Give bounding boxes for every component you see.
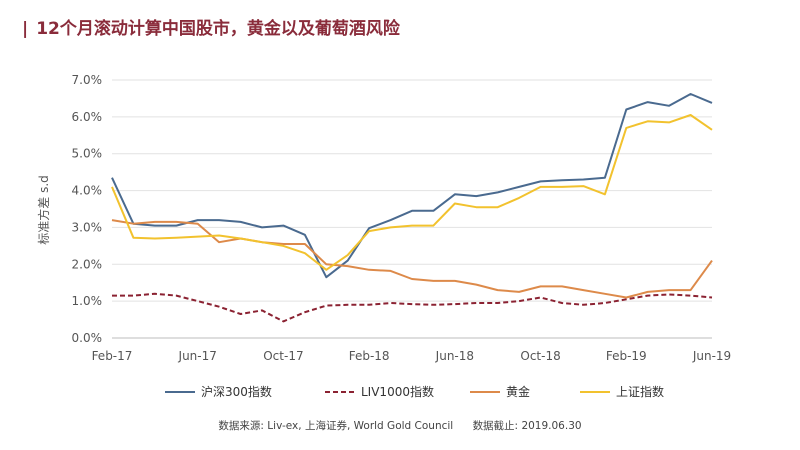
legend-item-3: 上证指数 bbox=[580, 383, 664, 401]
source-text: 数据来源: Liv-ex, 上海证券, World Gold Council bbox=[218, 420, 454, 432]
x-tick-label: Jun-18 bbox=[435, 349, 474, 363]
series-line-0 bbox=[111, 93, 713, 279]
y-tick-label: 0.0% bbox=[72, 331, 103, 345]
y-axis-ticks: 0.0% 1.0% 2.0% 3.0% 4.0% 5.0% 6.0% 7.0% bbox=[72, 73, 103, 345]
y-tick-label: 3.0% bbox=[72, 220, 103, 234]
series-line-1 bbox=[112, 292, 713, 323]
legend-item-1: LIV1000指数 bbox=[325, 383, 434, 401]
legend-item-0: 沪深300指数 bbox=[165, 383, 272, 401]
x-tick-label: Oct-17 bbox=[263, 349, 303, 363]
line-chart: 0.0% 1.0% 2.0% 3.0% 4.0% 5.0% 6.0% 7.0% Feb-17 J… bbox=[36, 73, 732, 363]
y-tick-label: 4.0% bbox=[72, 184, 103, 198]
y-tick-label: 5.0% bbox=[72, 147, 103, 161]
grid-lines bbox=[112, 79, 712, 339]
source-note: 数据来源: Liv-ex, 上海证券, World Gold Council 数… bbox=[0, 418, 800, 433]
y-tick-label: 1.0% bbox=[72, 294, 103, 308]
series-line-3 bbox=[111, 114, 713, 271]
legend-label: 上证指数 bbox=[616, 385, 665, 399]
x-tick-label: Feb-17 bbox=[92, 349, 133, 363]
title-pipe: | bbox=[22, 19, 29, 39]
x-axis-ticks: Feb-17 Jun-17 Oct-17 Feb-18 Jun-18 Oct-18 Feb-… bbox=[92, 349, 732, 363]
y-tick-label: 7.0% bbox=[72, 73, 103, 87]
title-text: 12个月滚动计算中国股市，黄金以及葡萄酒风险 bbox=[36, 19, 400, 39]
legend-label: 沪深300指数 bbox=[201, 385, 272, 399]
legend-swatch bbox=[470, 390, 500, 393]
legend-label: 黄金 bbox=[506, 385, 531, 399]
legend-swatch bbox=[325, 390, 355, 393]
legend-swatch bbox=[580, 390, 610, 393]
series-line-2 bbox=[111, 219, 713, 299]
x-tick-label: Jun-17 bbox=[178, 349, 217, 363]
x-tick-label: Oct-18 bbox=[520, 349, 560, 363]
legend-swatch bbox=[165, 390, 195, 393]
x-tick-label: Jun-19 bbox=[692, 349, 731, 363]
legend-label: LIV1000指数 bbox=[361, 385, 434, 399]
y-axis-label: 标准方差 s.d bbox=[36, 175, 51, 245]
y-tick-label: 6.0% bbox=[72, 110, 103, 124]
legend: 沪深300指数 LIV1000指数 黄金 上证指数 bbox=[0, 383, 800, 403]
chart-title: | 12个月滚动计算中国股市，黄金以及葡萄酒风险 bbox=[22, 14, 400, 39]
x-tick-label: Feb-19 bbox=[606, 349, 647, 363]
y-tick-label: 2.0% bbox=[72, 257, 103, 271]
x-tick-label: Feb-18 bbox=[349, 349, 390, 363]
date-text: 数据截止: 2019.06.30 bbox=[472, 420, 582, 432]
legend-item-2: 黄金 bbox=[470, 383, 530, 401]
series-lines bbox=[111, 93, 713, 323]
